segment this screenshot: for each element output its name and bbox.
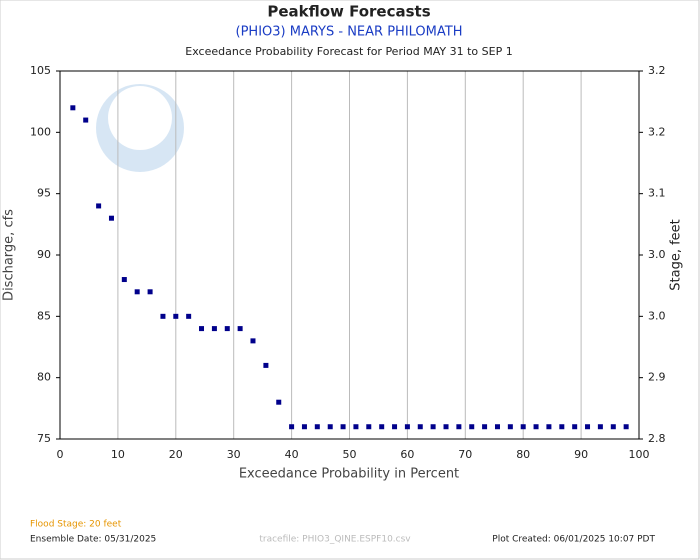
point xyxy=(559,424,565,430)
point xyxy=(597,424,603,430)
point xyxy=(199,326,205,332)
point xyxy=(263,362,269,368)
point xyxy=(533,424,539,430)
point xyxy=(276,399,282,405)
y2-tick-label: 3.0 xyxy=(648,248,666,261)
point xyxy=(134,289,140,295)
tracefile: tracefile: PHIO3_QINE.ESPF10.csv xyxy=(259,535,411,545)
point xyxy=(289,424,295,430)
point xyxy=(211,326,217,332)
point xyxy=(147,289,153,295)
ensemble-date: Ensemble Date: 05/31/2025 xyxy=(30,535,156,545)
point xyxy=(430,424,436,430)
x-tick-label: 40 xyxy=(285,448,299,461)
plot-area xyxy=(59,70,640,440)
x-tick-label: 30 xyxy=(227,448,241,461)
point xyxy=(96,203,102,209)
point xyxy=(121,277,127,283)
point xyxy=(546,424,552,430)
point xyxy=(327,424,333,430)
point xyxy=(237,326,243,332)
point xyxy=(456,424,462,430)
point xyxy=(392,424,398,430)
x-tick-label: 80 xyxy=(516,448,530,461)
chart-subtitle: (PHIO3) MARYS - NEAR PHILOMATH xyxy=(236,25,463,40)
x-tick-label: 100 xyxy=(629,448,650,461)
chart-title: Peakflow Forecasts xyxy=(267,3,430,21)
point xyxy=(301,424,307,430)
point xyxy=(314,424,320,430)
point xyxy=(224,326,230,332)
y-tick-label: 85 xyxy=(37,309,51,322)
point xyxy=(83,117,89,123)
flood-stage: Flood Stage: 20 feet xyxy=(30,520,122,530)
y2-axis-label: Stage, feet xyxy=(669,219,684,291)
point xyxy=(160,313,166,319)
point xyxy=(70,105,76,111)
point xyxy=(353,424,359,430)
point xyxy=(379,424,385,430)
point xyxy=(108,215,114,221)
y2-tick-label: 3.2 xyxy=(648,125,666,138)
point xyxy=(340,424,346,430)
noaa-logo xyxy=(96,84,184,172)
point xyxy=(366,424,372,430)
y-tick-label: 75 xyxy=(37,432,51,445)
y-tick-label: 95 xyxy=(37,187,51,200)
point xyxy=(186,313,192,319)
point xyxy=(250,338,256,344)
y2-tick-label: 3.1 xyxy=(648,187,666,200)
point xyxy=(417,424,423,430)
point xyxy=(507,424,513,430)
y2-tick-label: 2.8 xyxy=(648,432,666,445)
x-tick-label: 0 xyxy=(57,448,64,461)
y-tick-label: 100 xyxy=(30,125,51,138)
y-axis-label: Discharge, cfs xyxy=(2,209,17,301)
point xyxy=(469,424,475,430)
y2-tick-label: 2.9 xyxy=(648,371,666,384)
x-tick-label: 10 xyxy=(111,448,125,461)
point xyxy=(494,424,500,430)
point xyxy=(623,424,629,430)
point xyxy=(404,424,410,430)
x-tick-label: 50 xyxy=(343,448,357,461)
y-tick-label: 90 xyxy=(37,248,51,261)
chart-description: Exceedance Probability Forecast for Peri… xyxy=(185,45,512,58)
y-tick-label: 80 xyxy=(37,371,51,384)
y-tick-label: 105 xyxy=(30,64,51,77)
x-tick-label: 20 xyxy=(169,448,183,461)
x-tick-label: 70 xyxy=(458,448,472,461)
point xyxy=(173,313,179,319)
point xyxy=(585,424,591,430)
x-tick-label: 90 xyxy=(574,448,588,461)
plot-created: Plot Created: 06/01/2025 10:07 PDT xyxy=(492,535,655,545)
y2-tick-label: 3.2 xyxy=(648,64,666,77)
x-axis-label: Exceedance Probability in Percent xyxy=(239,467,459,482)
point xyxy=(443,424,449,430)
x-tick-label: 60 xyxy=(400,448,414,461)
point xyxy=(482,424,488,430)
point xyxy=(572,424,578,430)
point xyxy=(610,424,616,430)
point xyxy=(520,424,526,430)
y2-tick-label: 3.0 xyxy=(648,309,666,322)
